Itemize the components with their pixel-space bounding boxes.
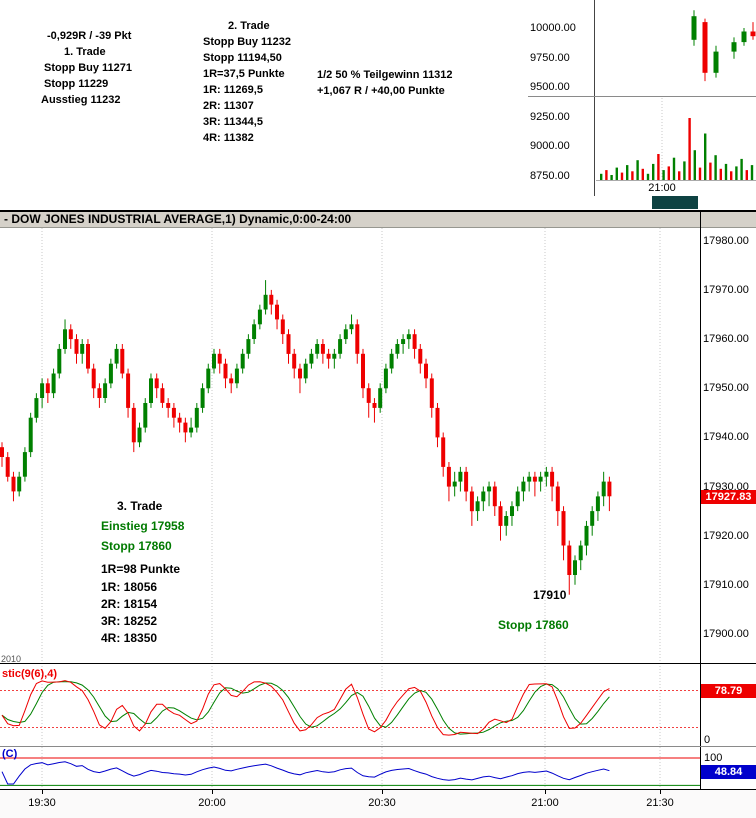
main-price-tick: 17940.00: [703, 431, 749, 443]
main-price-tick: 17970.00: [703, 284, 749, 296]
mini-price-tick: 9500.00: [530, 81, 570, 93]
trade2-r-line[interactable]: 4R: 11382: [203, 132, 254, 144]
trade2-r-size[interactable]: 1R=37,5 Punkte: [203, 68, 285, 80]
mini-chart-left-border: [594, 0, 595, 196]
time-axis-label: 21:30: [646, 797, 674, 809]
mini-candlestick-chart[interactable]: [594, 0, 756, 96]
swing-low-label[interactable]: 17910: [533, 588, 567, 602]
main-price-tick: 17910.00: [703, 579, 749, 591]
stoch-k-line: [1, 680, 610, 736]
mini-price-tick: 10000.00: [530, 22, 576, 34]
trade2-r-line[interactable]: 1R: 11269,5: [203, 84, 263, 96]
momentum-chart[interactable]: [0, 747, 700, 789]
mini-time-label: 21:00: [648, 182, 676, 194]
mom-line: [1, 761, 610, 785]
time-axis-tick: [382, 790, 383, 794]
momentum-label[interactable]: (C): [2, 748, 18, 760]
mini-price-tick: 9750.00: [530, 52, 570, 64]
stop-annotation[interactable]: Stopp 17860: [101, 539, 172, 553]
mini-volume-chart[interactable]: [596, 98, 756, 182]
session-badge: [652, 196, 698, 209]
stochastic-value-badge: 78.79: [701, 684, 756, 698]
time-axis-tick: [545, 790, 546, 794]
volume-bars-group: [600, 118, 754, 180]
main-price-tick: 17920.00: [703, 530, 749, 542]
mini-price-tick: 9000.00: [530, 140, 570, 152]
stochastic-label[interactable]: stic(9(6),4): [2, 668, 58, 680]
trade1-result[interactable]: -0,929R / -39 Pkt: [47, 30, 132, 42]
trade2-r-line[interactable]: 3R: 11344,5: [203, 116, 263, 128]
trade1-stop-buy[interactable]: Stopp Buy 11271: [44, 62, 133, 74]
teilgewinn-result[interactable]: +1,067 R / +40,00 Punkte: [317, 85, 445, 97]
main-price-tick: 17980.00: [703, 235, 749, 247]
stochastic-chart[interactable]: [0, 666, 700, 745]
trade3-r-line[interactable]: 4R: 18350: [101, 631, 158, 645]
mini-price-tick: 8750.00: [530, 170, 570, 182]
trade2-title[interactable]: 2. Trade: [228, 20, 270, 32]
main-price-tick: 17950.00: [703, 382, 749, 394]
mini-chart-divider: [528, 96, 756, 97]
main-price-tick: 17960.00: [703, 333, 749, 345]
main-candlestick-chart[interactable]: [0, 228, 700, 663]
last-price-badge: 17927.83: [701, 490, 756, 504]
section-divider: [0, 210, 756, 212]
stop-level-label[interactable]: Stopp 17860: [498, 618, 569, 632]
mini-price-tick: 9250.00: [530, 111, 570, 123]
chart-title-bar[interactable]: - DOW JONES INDUSTRIAL AVERAGE,1) Dynami…: [0, 212, 756, 228]
teilgewinn-note[interactable]: 1/2 50 % Teilgewinn 11312: [317, 69, 453, 81]
time-axis-label: 19:30: [28, 797, 56, 809]
chart-title: - DOW JONES INDUSTRIAL AVERAGE,1) Dynami…: [4, 212, 352, 226]
price-scale-border: [700, 212, 701, 790]
main-grid: [41, 228, 661, 663]
watermark: 2010: [1, 654, 22, 664]
trade3-r-line[interactable]: 3R: 18252: [101, 614, 158, 628]
time-axis-label: 20:30: [368, 797, 396, 809]
momentum-100-label: 100: [704, 752, 723, 764]
trade1-title[interactable]: 1. Trade: [64, 46, 106, 58]
trade1-stop[interactable]: Stopp 11229: [44, 78, 109, 90]
trade2-r-line[interactable]: 2R: 11307: [203, 100, 254, 112]
time-axis-tick: [660, 790, 661, 794]
time-axis: [0, 790, 756, 818]
trade3-r-line[interactable]: 2R: 18154: [101, 597, 158, 611]
entry-annotation[interactable]: Einstieg 17958: [101, 519, 185, 533]
trade2-stop-buy[interactable]: Stopp Buy 11232: [203, 36, 292, 48]
trade2-stop[interactable]: Stopp 11194,50: [203, 52, 282, 64]
panel-divider: [0, 746, 756, 747]
main-price-tick: 17900.00: [703, 628, 749, 640]
stoch-d-line: [1, 681, 610, 735]
panel-divider: [0, 663, 756, 664]
time-axis-tick: [42, 790, 43, 794]
trade3-title[interactable]: 3. Trade: [117, 499, 163, 513]
momentum-value-badge: 48.84: [701, 765, 756, 779]
time-axis-tick: [212, 790, 213, 794]
time-axis-label: 20:00: [198, 797, 226, 809]
time-axis-label: 21:00: [531, 797, 559, 809]
trade1-exit[interactable]: Ausstieg 11232: [41, 94, 121, 106]
trade3-r-line[interactable]: 1R: 18056: [101, 580, 158, 594]
trade3-r-size[interactable]: 1R=98 Punkte: [101, 562, 181, 576]
stochastic-zero-label: 0: [704, 734, 711, 746]
candles-group: [0, 280, 612, 595]
axis-divider: [0, 789, 756, 790]
